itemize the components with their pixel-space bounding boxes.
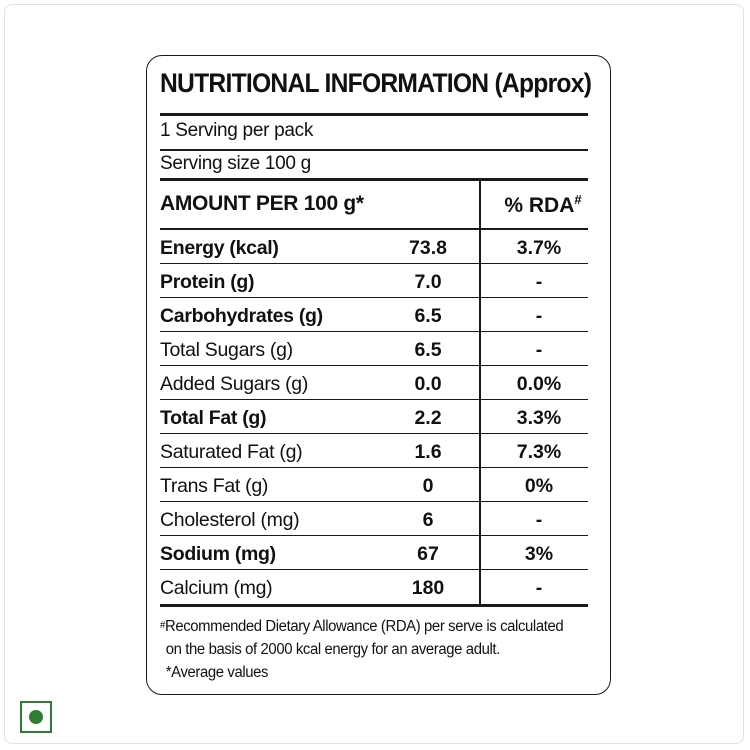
- nutrient-value: 180: [411, 577, 445, 599]
- nutrient-row: Total Sugars (g) 6.5 -: [160, 332, 588, 366]
- nutrient-rda: 3.3%: [516, 407, 562, 429]
- nutrient-value: 7.0: [414, 271, 442, 293]
- nutrient-row: Added Sugars (g) 0.0 0.0%: [160, 366, 588, 400]
- nutrient-row: Protein (g) 7.0 -: [160, 264, 588, 298]
- row-divider: [160, 568, 588, 570]
- servings-divider: [160, 149, 588, 151]
- nutrient-rda: -: [535, 509, 543, 531]
- nutrient-name: Cholesterol (mg): [160, 509, 300, 531]
- row-divider: [160, 534, 588, 536]
- nutrient-name: Energy (kcal): [160, 237, 279, 259]
- nutrient-name: Carbohydrates (g): [160, 305, 323, 327]
- nutrient-name: Saturated Fat (g): [160, 441, 303, 463]
- servings-per-pack: 1 Serving per pack: [160, 120, 314, 141]
- nutrient-name: Protein (g): [160, 271, 255, 293]
- nutrient-name: Total Sugars (g): [160, 339, 293, 361]
- nutrient-value: 6.5: [414, 339, 442, 361]
- row-divider: [160, 296, 588, 298]
- nutrient-row: Carbohydrates (g) 6.5 -: [160, 298, 588, 332]
- title-divider: [160, 113, 588, 116]
- nutrient-row: Cholesterol (mg) 6 -: [160, 502, 588, 536]
- rda-header-text: % RDA: [504, 194, 575, 217]
- nutrient-rda: -: [535, 305, 543, 327]
- nutrient-row: Energy (kcal) 73.8 3.7%: [160, 230, 588, 264]
- nutrient-rda: 3%: [524, 543, 554, 565]
- nutrient-value: 6: [422, 509, 434, 531]
- footnote-line-3: *Average values: [165, 664, 269, 681]
- nutrient-rda: -: [535, 577, 543, 599]
- row-divider: [160, 432, 588, 434]
- row-divider: [160, 330, 588, 332]
- footnote-line-1: #Recommended Dietary Allowance (RDA) per…: [160, 614, 571, 638]
- row-divider: [160, 466, 588, 468]
- nutrient-value: 73.8: [409, 237, 447, 259]
- veg-symbol-icon: [20, 701, 52, 733]
- header-divider: [160, 228, 588, 230]
- row-divider: [160, 364, 588, 366]
- serving-size-divider: [160, 178, 588, 181]
- footnote-line-2: on the basis of 2000 kcal energy for an …: [165, 641, 501, 658]
- footnote: #Recommended Dietary Allowance (RDA) per…: [160, 614, 571, 684]
- rda-header: % RDA#: [496, 192, 590, 218]
- footnote-rda-text: Recommended Dietary Allowance (RDA) per …: [164, 618, 564, 635]
- nutrient-rda: 7.3%: [516, 441, 562, 463]
- row-divider: [160, 500, 588, 502]
- nutrient-row: Saturated Fat (g) 1.6 7.3%: [160, 434, 588, 468]
- nutrition-label-panel: NUTRITIONAL INFORMATION (Approx) 1 Servi…: [146, 55, 611, 695]
- nutrient-value: 6.5: [414, 305, 442, 327]
- nutrient-rda: -: [535, 339, 543, 361]
- nutrient-rda: 0%: [524, 475, 554, 497]
- nutrient-value: 2.2: [414, 407, 442, 429]
- nutrient-row: Trans Fat (g) 0 0%: [160, 468, 588, 502]
- nutrient-name: Sodium (mg): [160, 543, 276, 565]
- nutrient-name: Added Sugars (g): [160, 373, 309, 395]
- table-bottom-divider: [160, 604, 588, 607]
- nutrient-row: Calcium (mg) 180 -: [160, 570, 588, 604]
- image-frame: [4, 4, 744, 744]
- panel-title: NUTRITIONAL INFORMATION (Approx): [160, 68, 592, 98]
- footnote-mark: #: [160, 620, 165, 631]
- rda-column-divider: [479, 178, 481, 604]
- veg-symbol-dot: [29, 710, 43, 724]
- row-divider: [160, 262, 588, 264]
- serving-size: Serving size 100 g: [160, 153, 311, 174]
- nutrient-name: Calcium (mg): [160, 577, 273, 599]
- nutrient-name: Total Fat (g): [160, 407, 267, 429]
- nutrient-value: 0: [422, 475, 434, 497]
- nutrient-row: Total Fat (g) 2.2 3.3%: [160, 400, 588, 434]
- nutrient-rda: 0.0%: [516, 373, 562, 395]
- row-divider: [160, 398, 588, 400]
- nutrient-value: 1.6: [414, 441, 442, 463]
- amount-per-header: AMOUNT PER 100 g*: [160, 192, 364, 215]
- rda-header-mark: #: [574, 192, 582, 207]
- nutrient-name: Trans Fat (g): [160, 475, 269, 497]
- nutrient-rda: -: [535, 271, 543, 293]
- nutrient-value: 67: [417, 543, 439, 565]
- nutrient-rda: 3.7%: [516, 237, 562, 259]
- nutrient-value: 0.0: [414, 373, 442, 395]
- nutrient-row: Sodium (mg) 67 3%: [160, 536, 588, 570]
